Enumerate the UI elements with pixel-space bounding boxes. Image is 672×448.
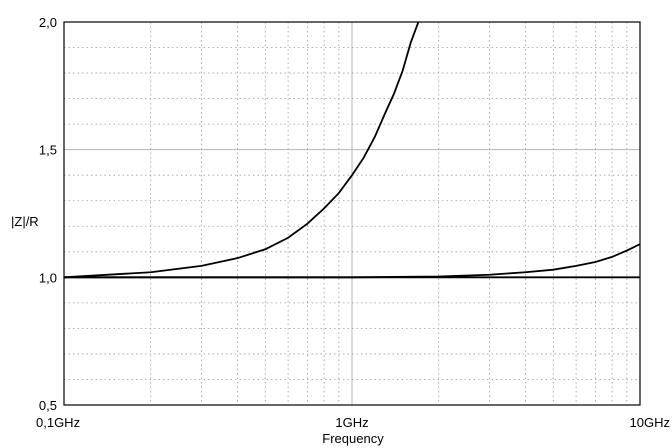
y-tick-label-3: 2,0 (39, 15, 57, 30)
x-tick-label-0: 0,1GHz (36, 415, 80, 430)
y-tick-label-2: 1,5 (39, 143, 57, 158)
y-tick-label-1: 1,0 (39, 270, 57, 285)
y-axis-label: |Z|/R (11, 214, 39, 229)
y-tick-label-0: 0,5 (39, 398, 57, 413)
x-tick-labels: 0,1GHz 1GHz 10GHz (36, 415, 670, 430)
y-tick-labels: 0,5 1,0 1,5 2,0 (39, 15, 57, 413)
series-group (64, 22, 640, 279)
x-tick-label-1: 1GHz (335, 415, 368, 430)
x-tick-label-2: 10GHz (630, 415, 670, 430)
grid (63, 21, 641, 406)
plot-frame (63, 21, 641, 406)
series-line-1 (64, 22, 420, 279)
x-axis-label: Frequency (322, 431, 384, 446)
